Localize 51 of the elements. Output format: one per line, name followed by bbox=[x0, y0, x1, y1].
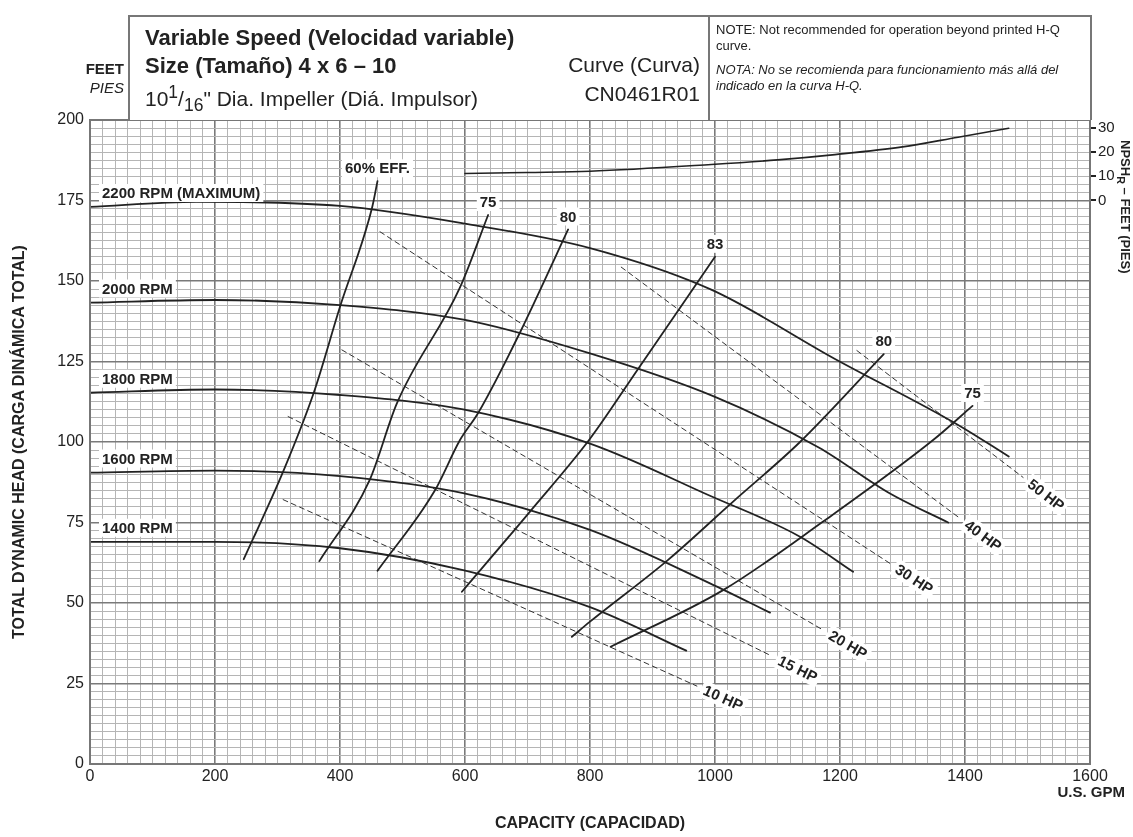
text: 40 HP bbox=[961, 515, 1006, 555]
chart-title: Variable Speed (Velocidad variable) bbox=[145, 25, 515, 51]
text: 15 HP bbox=[775, 651, 821, 686]
series-label: 60% EFF. bbox=[344, 159, 411, 177]
y-tick-label: 75 bbox=[66, 512, 85, 530]
x-tick-label: 600 bbox=[451, 767, 479, 785]
y-axis-title: TOTAL DYNAMIC HEAD (CARGA DINÁMICA TOTAL) bbox=[9, 245, 28, 639]
text: 30 HP bbox=[892, 560, 937, 598]
x-axis-title: CAPACITY (CAPACIDAD) bbox=[494, 813, 686, 831]
series-label: 80 bbox=[559, 207, 577, 225]
y-tick-label: 200 bbox=[57, 110, 85, 128]
y2-tick-label: 20 bbox=[1098, 142, 1115, 160]
text: CN0461R01 bbox=[584, 82, 700, 106]
text: NOTE: Not recommended for operation beyond printed H-Q curve. bbox=[716, 22, 1061, 54]
text: U.S. GPM bbox=[1057, 783, 1125, 800]
text: 20 HP bbox=[825, 626, 871, 663]
series-label: 1400 RPM bbox=[102, 518, 173, 536]
x-tick-label: 200 bbox=[201, 767, 229, 785]
x-tick-label: 400 bbox=[326, 767, 354, 785]
x-tick-label: 800 bbox=[576, 767, 604, 785]
series-label: 2200 RPM (MAXIMUM) bbox=[102, 184, 261, 202]
series-label: 1600 RPM bbox=[102, 449, 173, 467]
series-label: 75 bbox=[964, 384, 981, 402]
text: FEET bbox=[85, 60, 124, 77]
y-tick-label: 175 bbox=[57, 190, 85, 208]
series-label: 2000 RPM bbox=[102, 279, 173, 297]
y-tick-label: 125 bbox=[57, 351, 85, 369]
series-label: 83 bbox=[706, 234, 724, 252]
y-tick-label: 25 bbox=[66, 673, 85, 691]
y-tick-label: 0 bbox=[75, 754, 85, 772]
text: PIES bbox=[89, 79, 124, 96]
text: Curve (Curva) bbox=[568, 53, 700, 77]
y-tick-label: 50 bbox=[66, 593, 85, 611]
chart-subtitle: Size (Tamaño) 4 x 6 – 10 bbox=[145, 53, 397, 79]
x-tick-label: 1200 bbox=[822, 767, 858, 785]
line-series bbox=[464, 127, 1010, 175]
text: 10$^{1}$/$_{16}$" Dia. Impeller (Diá. Impulsor) bbox=[145, 82, 479, 117]
x-tick-label: 1400 bbox=[947, 767, 983, 785]
x-tick-label: 1600 bbox=[1072, 767, 1108, 785]
x-tick-label: 1000 bbox=[697, 767, 733, 785]
y2-tick-label: 10 bbox=[1098, 166, 1115, 184]
text: 50 HP bbox=[1024, 475, 1068, 515]
text: 10 HP bbox=[700, 681, 746, 714]
series-label: 75 bbox=[479, 193, 497, 211]
y-tick-label: 100 bbox=[57, 432, 85, 450]
series-label: 1800 RPM bbox=[102, 369, 173, 387]
series-label: 80 bbox=[875, 332, 893, 350]
y2-tick-label: 0 bbox=[1098, 190, 1107, 208]
text: NOTA: No se recomienda para funcionamiento más allá del indicado en la curva H-Q. bbox=[716, 62, 1060, 94]
y2-tick-label: 30 bbox=[1098, 118, 1115, 136]
y-tick-label: 150 bbox=[57, 271, 85, 289]
